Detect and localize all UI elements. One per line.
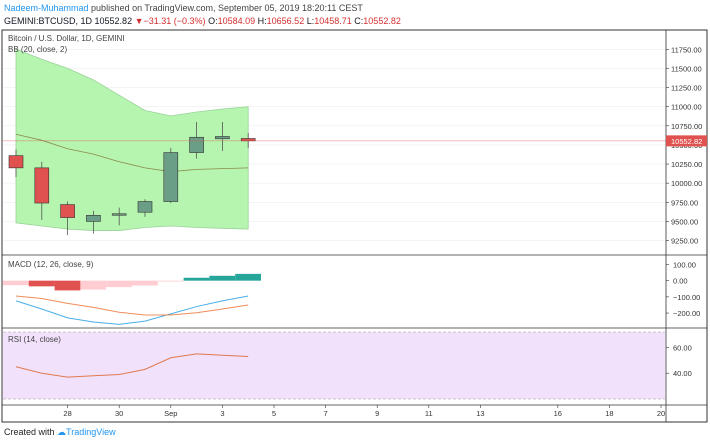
candle-body (60, 204, 75, 218)
change-down-icon: ▼ (134, 16, 144, 26)
time-tick-label: 9 (375, 409, 379, 418)
ohlc-open-label: O: (208, 16, 218, 26)
price-tick-label: 9250.00 (671, 237, 698, 246)
macd-histogram-bar (28, 280, 55, 287)
macd-scale[interactable]: 100.00 0.00 −100.00 −200.00 (666, 260, 700, 318)
macd-histogram-bar (132, 280, 158, 286)
main-pane-title: Bitcoin / U.S. Dollar, 1D, GEMINI (8, 34, 124, 43)
macd-histogram-bar (80, 280, 107, 290)
bb-legend[interactable]: BB (20, close, 2) (8, 45, 67, 54)
tradingview-brand[interactable]: TradingView (66, 427, 116, 437)
candle-body (137, 201, 153, 213)
time-tick-label: 20 (657, 409, 665, 418)
macd-histogram-bar (157, 280, 184, 282)
price-tick-label: 11000.00 (671, 103, 702, 112)
macd-histogram-bar (54, 280, 81, 291)
macd-histogram-bar (183, 277, 210, 281)
symbol-name: GEMINI:BTCUSD, 1D (4, 16, 93, 26)
ohlc-high: 10656.52 (266, 16, 305, 26)
macd-tick-label: −100.00 (673, 293, 700, 302)
macd-histogram-bar (209, 275, 236, 281)
rsi-line (15, 353, 249, 378)
candlesticks[interactable] (8, 121, 256, 236)
ohlc-close: 10552.82 (363, 16, 401, 26)
chart-header: Nadeem-Muhammad published on TradingView… (0, 0, 710, 34)
ohlc-open: 10584.09 (217, 16, 256, 26)
ohlc-low: 10458.71 (314, 16, 352, 26)
candle-body (34, 167, 50, 204)
time-tick-label: Sep (164, 409, 177, 418)
signal-line (15, 295, 249, 316)
tradingview-cloud-icon: ☁ (57, 427, 67, 437)
price-tick-label: 9750.00 (671, 198, 698, 207)
candle-body (189, 136, 204, 153)
price-badge-label: 10552.82 (671, 137, 702, 146)
ohlc-high-label: H: (257, 16, 267, 26)
price-tick-label: 11750.00 (671, 45, 702, 54)
macd-legend[interactable]: MACD (12, 26, close, 9) (8, 260, 94, 269)
rsi-band-background (3, 332, 665, 399)
candle-body (163, 152, 179, 202)
macd-line (15, 295, 249, 325)
chart-frame-border (1, 29, 708, 423)
price-tick-label: 10250.00 (671, 160, 702, 169)
ohlc-close-label: C: (354, 16, 364, 26)
publish-info: published on TradingView.com, September … (88, 3, 363, 13)
price-change: −31.31 (−0.3%) (143, 16, 206, 26)
rsi-scale[interactable]: 60.00 40.00 (666, 343, 692, 378)
macd-histogram-bar (106, 280, 132, 288)
price-badge (666, 135, 707, 147)
price-tick-label: 11250.00 (671, 84, 702, 93)
time-tick-label: 30 (115, 409, 123, 418)
footer: Created with ☁TradingView (4, 427, 116, 438)
macd-histogram-bar (3, 280, 29, 286)
macd-histogram-bar (235, 273, 261, 281)
candle-body (215, 136, 230, 140)
time-tick-label: 3 (220, 409, 224, 418)
candle-body (8, 155, 24, 169)
rsi-tick-label: 40.00 (673, 369, 692, 378)
created-with-label: Created with (4, 427, 55, 437)
last-price: 10552.82 (94, 16, 133, 26)
publish-line: Nadeem-Muhammad published on TradingView… (4, 3, 363, 13)
author-link[interactable]: Nadeem-Muhammad (4, 3, 89, 13)
bb-fill (15, 48, 249, 231)
price-tick-label: 11500.00 (671, 64, 702, 73)
candle-body (111, 213, 127, 216)
time-tick-label: 5 (272, 409, 276, 418)
time-tick-label: 13 (476, 409, 484, 418)
price-tick-label: 9500.00 (671, 217, 698, 226)
time-tick-label: 11 (425, 409, 433, 418)
rsi-tick-label: 60.00 (673, 343, 692, 352)
candle-body (240, 138, 256, 142)
time-scale[interactable]: 28 30 Sep 3 5 7 9 11 13 16 18 20 (63, 405, 665, 418)
candle-body (86, 214, 101, 222)
macd-tick-label: 100.00 (673, 260, 696, 269)
symbol-line: GEMINI:BTCUSD, 1D 10552.82 ▼−31.31 (−0.3… (4, 16, 401, 26)
price-tick-label: 10750.00 (671, 122, 702, 131)
rsi-series (15, 353, 249, 378)
rsi-legend[interactable]: RSI (14, close) (8, 335, 61, 344)
macd-tick-label: −200.00 (673, 309, 700, 318)
time-tick-label: 18 (605, 409, 613, 418)
macd-tick-label: 0.00 (673, 277, 688, 286)
bb-basis-line (15, 133, 249, 173)
time-tick-label: 16 (554, 409, 562, 418)
price-tick-label: 10000.00 (671, 179, 702, 188)
bollinger-bands (15, 48, 249, 231)
ohlc-low-label: L: (306, 16, 315, 26)
time-tick-label: 28 (63, 409, 71, 418)
time-tick-label: 7 (324, 409, 328, 418)
macd-series (3, 273, 261, 325)
